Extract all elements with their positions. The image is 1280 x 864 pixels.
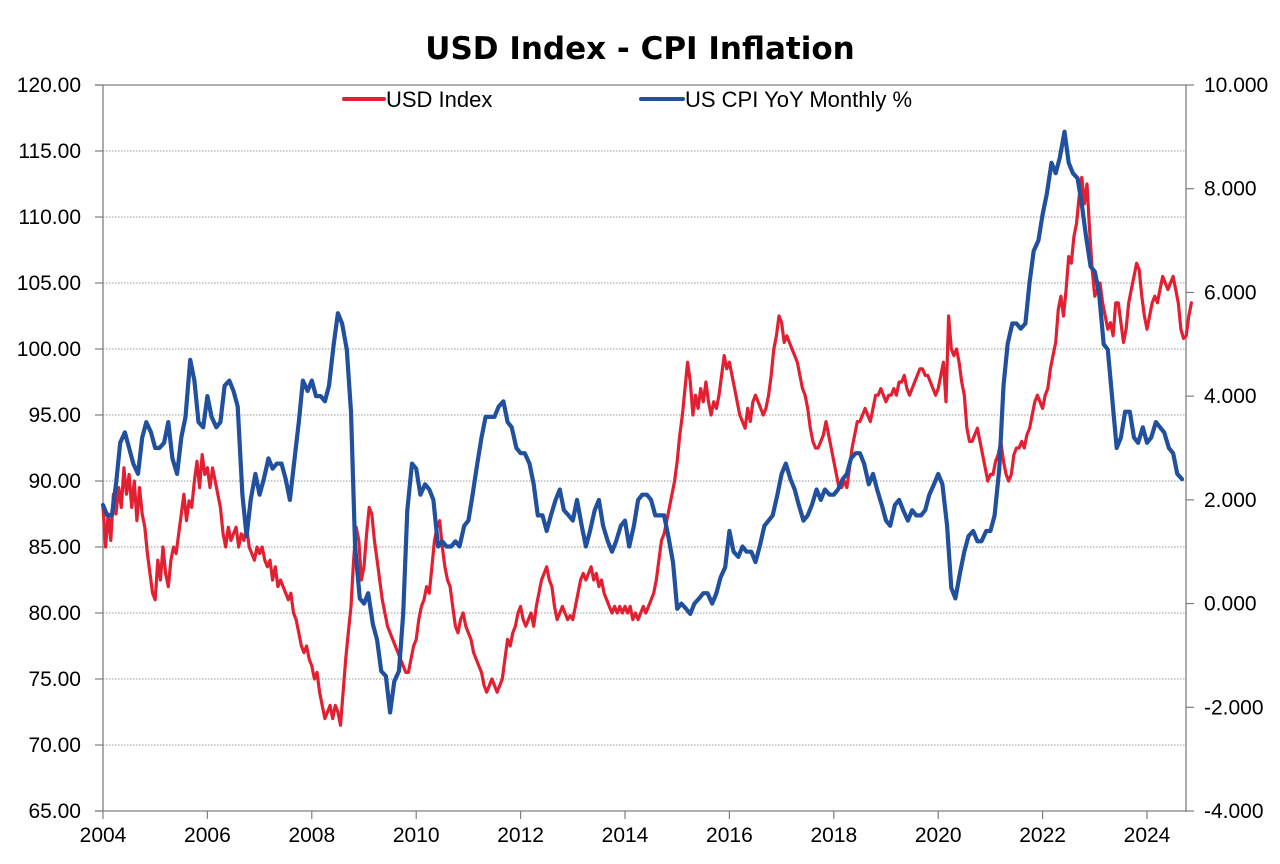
x-tick-label: 2010 [393, 824, 440, 847]
chart-title: USD Index - CPI Inflation [425, 31, 854, 67]
left-tick-label: 65.00 [28, 800, 81, 823]
x-tick-label: 2024 [1124, 824, 1171, 847]
gridlines [103, 150, 1186, 746]
series-line-us-cpi [100, 129, 1185, 715]
right-tick-label: 0.000 [1204, 593, 1257, 616]
x-tick-label: 2008 [288, 824, 335, 847]
left-tick-label: 95.00 [28, 404, 81, 427]
axes [95, 84, 1187, 812]
x-tick-label: 2014 [602, 824, 649, 847]
x-tick-label: 2012 [497, 824, 544, 847]
x-tick-label: 2020 [915, 824, 962, 847]
left-tick-label: 90.00 [28, 470, 81, 493]
right-tick-label: 2.000 [1204, 489, 1257, 512]
right-tick-label: 6.000 [1204, 281, 1257, 304]
right-y-axis-ticks: -4.000 -2.000 0.000 2.000 4.000 6.000 8.000 10.… [1186, 74, 1268, 823]
left-tick-label: 115.00 [18, 140, 81, 163]
left-tick-label: 85.00 [28, 536, 81, 559]
right-tick-label: 4.000 [1204, 385, 1257, 408]
x-tick-label: 2004 [80, 824, 127, 847]
left-tick-label: 80.00 [28, 602, 81, 625]
right-tick-label: 10.000 [1204, 74, 1268, 97]
left-tick-label: 105.00 [17, 272, 81, 295]
left-tick-label: 120.00 [17, 74, 81, 97]
legend-label-usd-index: USD Index [386, 87, 492, 112]
right-tick-label: -4.000 [1204, 800, 1264, 823]
left-tick-label: 110.00 [18, 206, 81, 229]
x-axis-ticks: 2004 2006 2008 2010 2012 2014 2016 2018 2020 2022… [80, 811, 1171, 847]
right-tick-label: -2.000 [1204, 696, 1264, 719]
x-tick-label: 2022 [1019, 824, 1066, 847]
x-tick-label: 2006 [184, 824, 231, 847]
left-y-axis-ticks: 65.00 70.00 75.00 80.00 85.00 90.00 95.00 100.0… [17, 74, 103, 823]
x-tick-label: 2018 [810, 824, 857, 847]
right-tick-label: 8.000 [1204, 178, 1257, 201]
left-tick-label: 75.00 [28, 668, 81, 691]
legend-label-us-cpi: US CPI YoY Monthly % [685, 87, 912, 112]
series-lines [100, 129, 1193, 727]
legend: USD Index US CPI YoY Monthly % [342, 87, 912, 112]
left-tick-label: 70.00 [28, 734, 81, 757]
x-tick-label: 2016 [706, 824, 753, 847]
left-tick-label: 100.00 [17, 338, 81, 361]
series-line-usd-index [101, 175, 1193, 727]
